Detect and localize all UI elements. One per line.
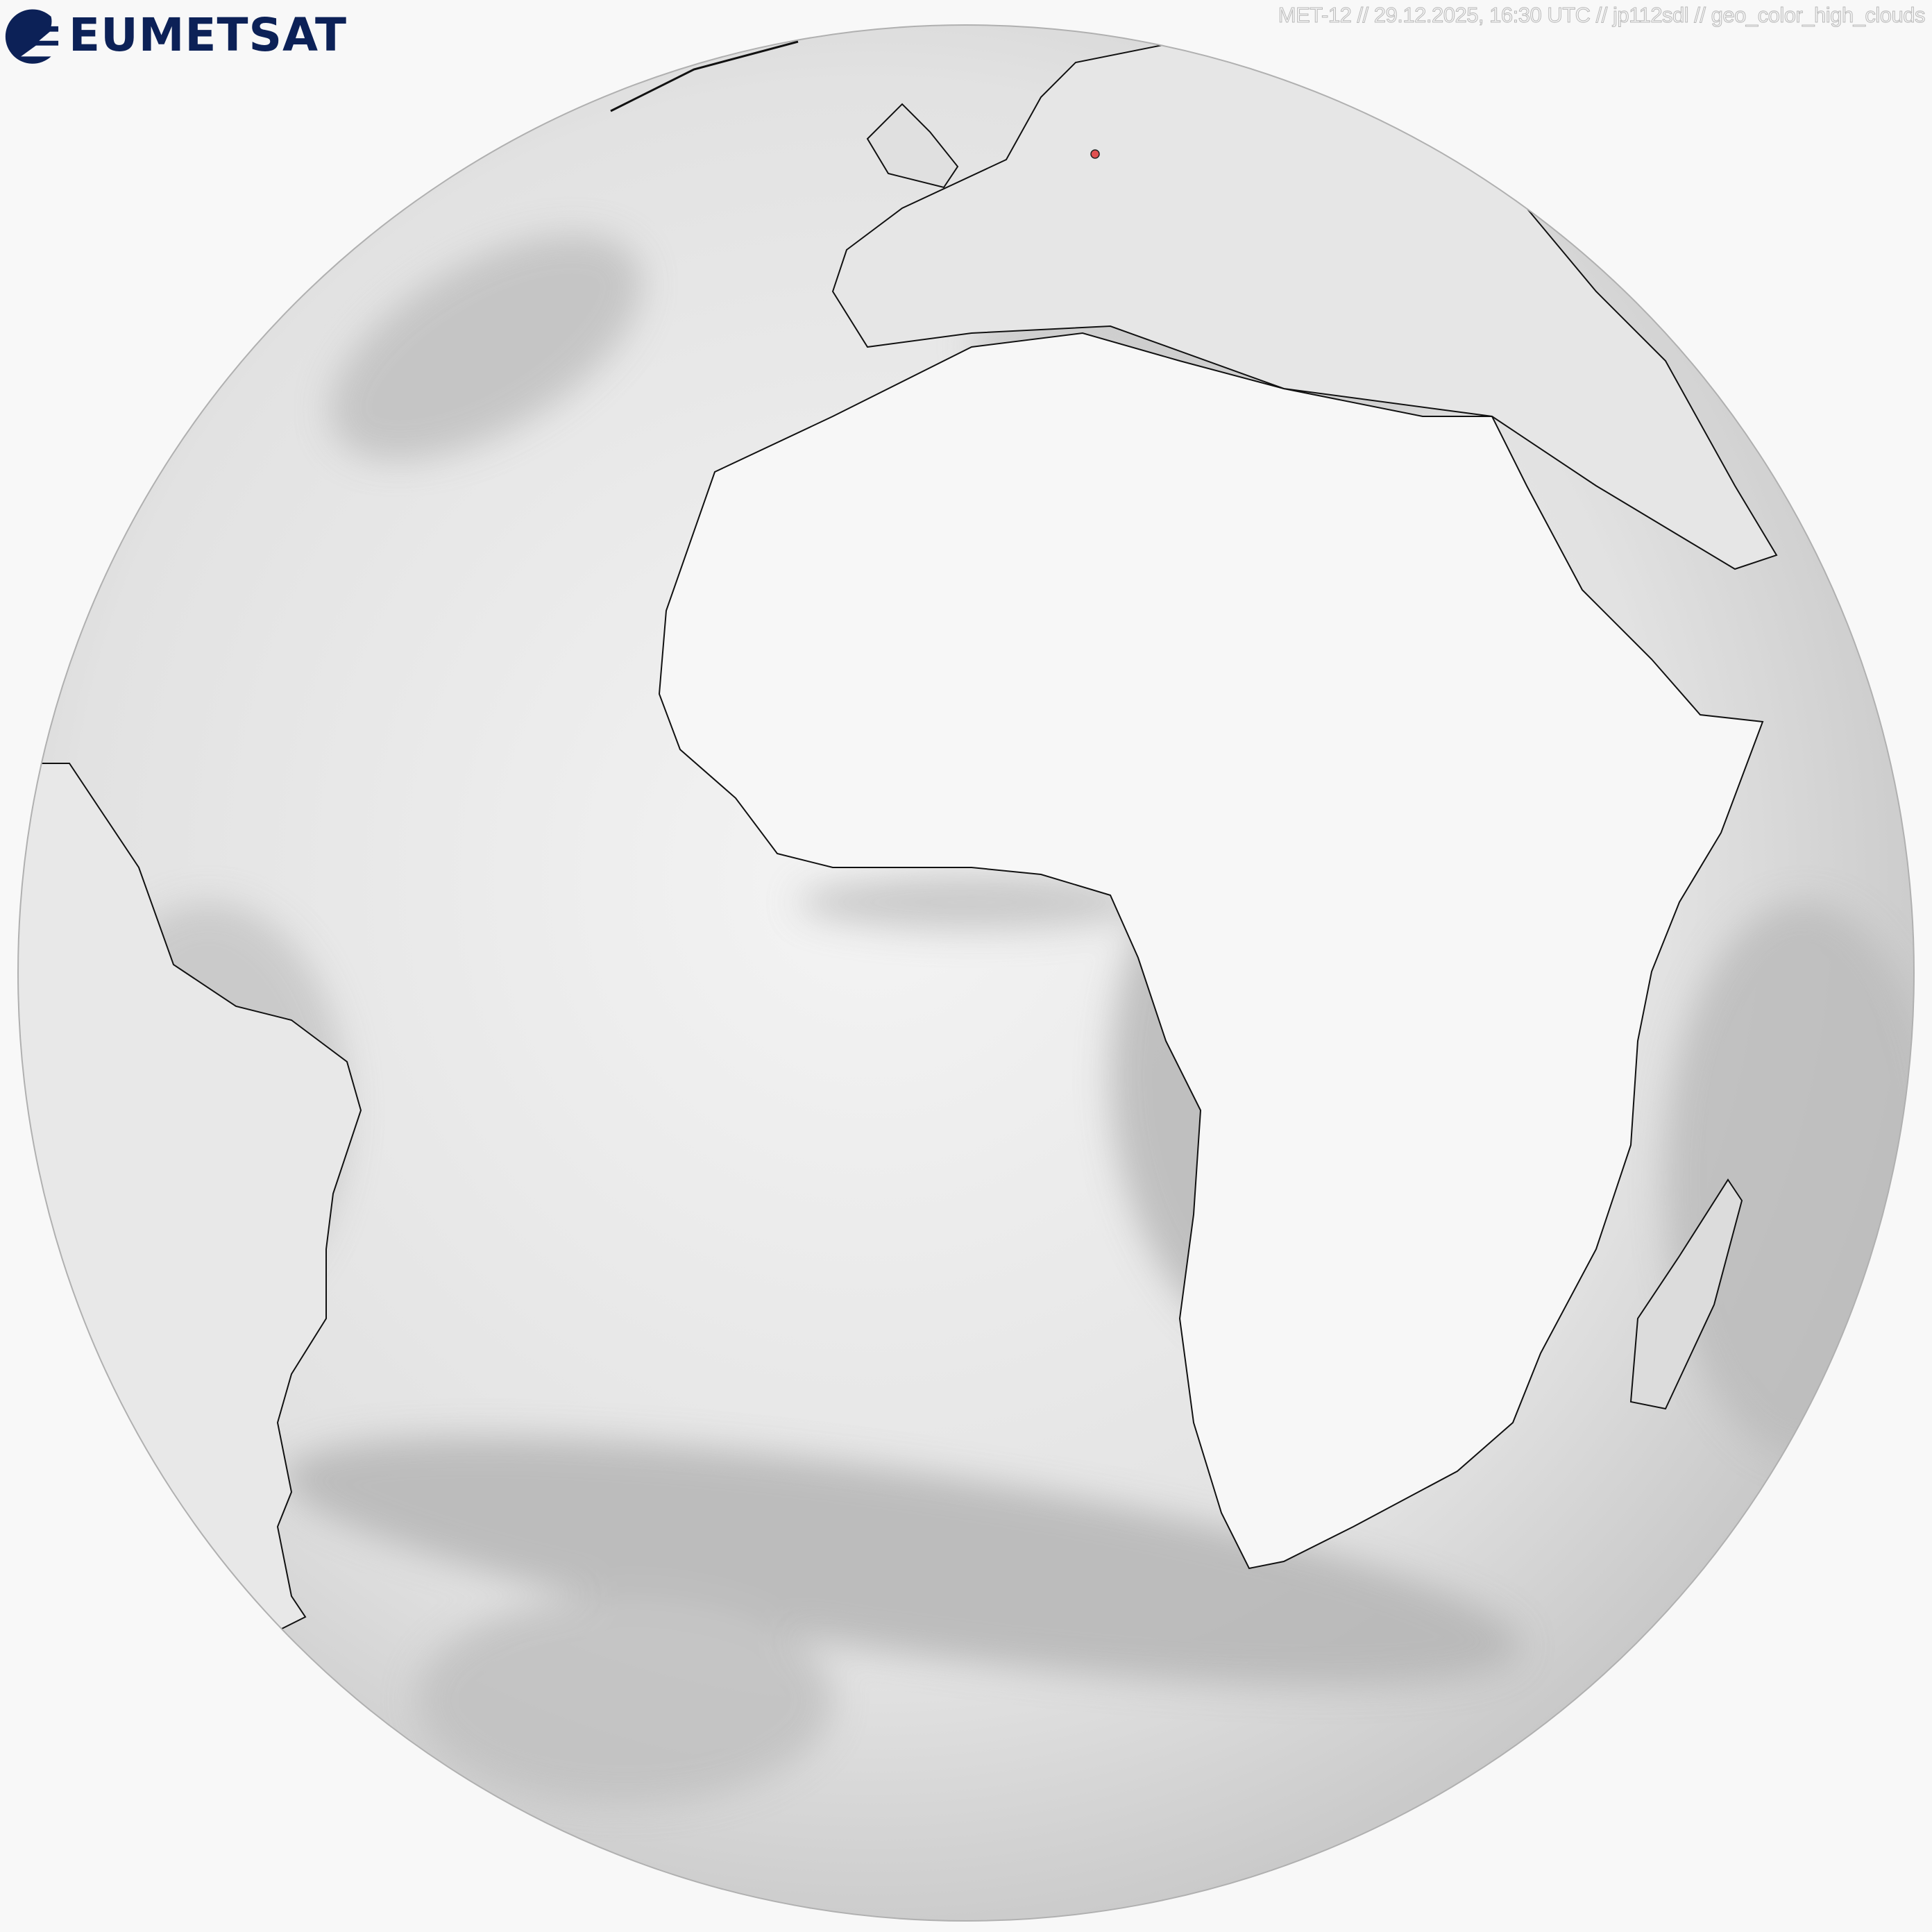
europe-outline: [831, 40, 1778, 570]
image-caption: MET-12 // 29.12.2025, 16:30 UTC // jp112…: [1275, 3, 1928, 28]
madagascar-outline: [1629, 1178, 1743, 1410]
location-marker: [1090, 149, 1100, 159]
british-isles-outline: [866, 103, 959, 189]
eumetsat-logo: EUMETSAT: [0, 0, 347, 69]
eumetsat-logo-text: EUMETSAT: [69, 8, 347, 62]
eumetsat-emblem-icon: [5, 9, 59, 64]
earth-disk: [17, 24, 1915, 1922]
